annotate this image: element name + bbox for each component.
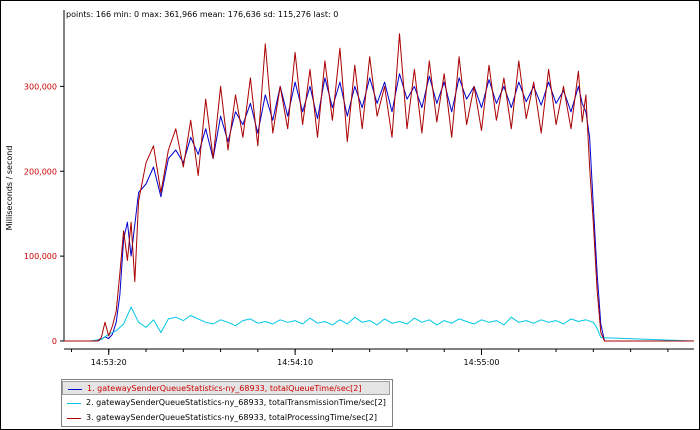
y-tick-label: 0 — [52, 337, 57, 346]
y-tick-label: 300,000 — [24, 82, 57, 91]
series-line-2 — [64, 306, 695, 342]
legend-label: 2. gatewaySenderQueueStatistics-ny_68933… — [86, 398, 386, 407]
y-tick-label: 200,000 — [24, 167, 57, 176]
legend-item-2[interactable]: 2. gatewaySenderQueueStatistics-ny_68933… — [62, 396, 390, 410]
legend-swatch — [67, 418, 81, 419]
y-axis-label: Milliseconds / second — [5, 146, 14, 231]
legend: 1. gatewaySenderQueueStatistics-ny_68933… — [61, 379, 393, 427]
legend-label: 3. gatewaySenderQueueStatistics-ny_68933… — [86, 413, 377, 422]
legend-item-1[interactable]: 1. gatewaySenderQueueStatistics-ny_68933… — [62, 381, 390, 395]
legend-swatch — [68, 389, 82, 390]
series-line-1 — [64, 73, 694, 342]
legend-label: 1. gatewaySenderQueueStatistics-ny_68933… — [87, 384, 362, 393]
stats-readout: points: 166 min: 0 max: 361,966 mean: 17… — [66, 10, 338, 19]
legend-item-3[interactable]: 3. gatewaySenderQueueStatistics-ny_68933… — [62, 411, 390, 425]
x-tick-label: 14:55:00 — [464, 358, 500, 367]
series-line-3 — [64, 33, 694, 342]
plot-area: 0 100,000 200,000 300,000 14:53:20 14:54:10 14… — [24, 10, 695, 367]
x-tick-label: 14:53:20 — [91, 358, 127, 367]
x-tick-label: 14:54:10 — [277, 358, 313, 367]
legend-swatch — [67, 403, 81, 404]
y-tick-label: 100,000 — [24, 252, 57, 261]
